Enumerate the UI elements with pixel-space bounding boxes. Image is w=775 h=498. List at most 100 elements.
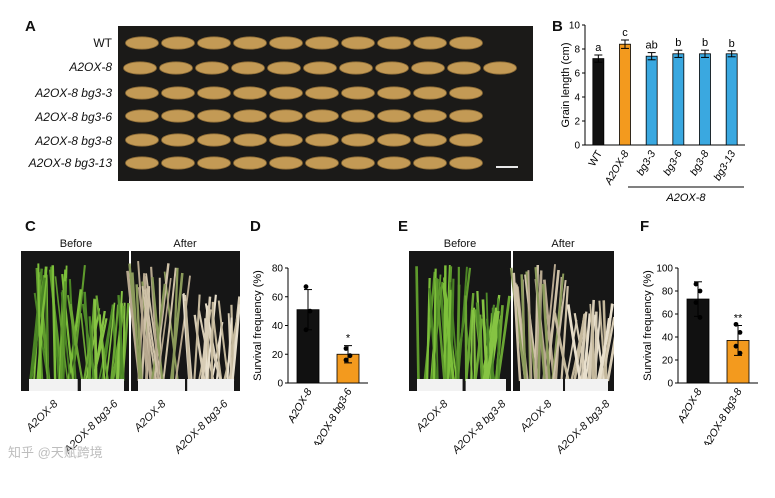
row-label-wt: WT: [93, 36, 112, 50]
data-point: [698, 289, 703, 294]
grain: [270, 157, 303, 169]
data-point: [348, 353, 353, 358]
panel-e-x-labels: A2OX-8 A2OX-8 bg3-8 A2OX-8 A2OX-8 bg3-8: [0, 0, 1, 1]
grain: [378, 110, 411, 122]
data-point: [344, 358, 349, 363]
grain: [448, 62, 481, 74]
significance-label: b: [702, 37, 708, 49]
grain: [376, 62, 409, 74]
grain: [270, 110, 303, 122]
panel-c-before-label: Before: [22, 238, 130, 250]
pot-base: [81, 379, 124, 391]
grain: [234, 157, 267, 169]
grain: [270, 37, 303, 49]
grain: [378, 37, 411, 49]
panel-c-after-label: After: [131, 238, 239, 250]
grain: [342, 157, 375, 169]
panel-e-xlabel-4: A2OX-8 bg3-8: [512, 398, 612, 498]
bar: [620, 44, 631, 145]
y-tick-label: 4: [574, 93, 580, 104]
significance-label: **: [734, 313, 743, 325]
y-tick-label: 80: [662, 287, 674, 298]
y-tick-label: 0: [667, 379, 673, 390]
grain: [162, 37, 195, 49]
grain: [378, 134, 411, 146]
grain: [342, 134, 375, 146]
watermark: 知乎 @天赋跨境: [8, 442, 103, 461]
grain: [126, 134, 159, 146]
y-tick-label: 80: [272, 264, 284, 275]
y-axis-label: Survival frequency (%): [642, 270, 654, 381]
grain: [306, 134, 339, 146]
grain: [340, 62, 373, 74]
data-point: [308, 309, 313, 314]
grain: [234, 37, 267, 49]
panel-c-plant-photo: [21, 251, 240, 391]
grain: [306, 110, 339, 122]
grain: [270, 87, 303, 99]
data-point: [694, 300, 699, 305]
grain: [198, 110, 231, 122]
grain: [342, 37, 375, 49]
y-tick-label: 60: [272, 292, 284, 303]
x-tick-label: bg3-6: [661, 148, 685, 177]
green-leaf: [95, 299, 96, 381]
pot-base: [417, 379, 463, 391]
row-label-bg3-13: A2OX-8 bg3-13: [29, 156, 112, 170]
data-point: [344, 346, 349, 351]
grain: [198, 157, 231, 169]
x-tick-label: A2OX-8: [675, 386, 705, 425]
y-tick-label: 40: [662, 333, 674, 344]
grain: [232, 62, 265, 74]
grain: [414, 87, 447, 99]
grain: [304, 62, 337, 74]
bar: [593, 59, 604, 145]
grain: [412, 62, 445, 74]
bar: [700, 54, 711, 145]
grain: [342, 110, 375, 122]
grain: [162, 134, 195, 146]
data-point: [738, 351, 743, 356]
panel-a-row-labels: WT A2OX-8 A2OX-8 bg3-3 A2OX-8 bg3-6 A2OX…: [0, 0, 112, 200]
grain: [306, 37, 339, 49]
data-point: [304, 327, 309, 332]
pot-base: [520, 379, 563, 391]
grain: [234, 134, 267, 146]
x-tick-label: A2OX-8: [285, 386, 315, 425]
grain: [268, 62, 301, 74]
grain: [306, 157, 339, 169]
y-tick-label: 20: [662, 356, 674, 367]
group-label: A2OX-8: [665, 192, 706, 204]
grain: [378, 87, 411, 99]
panel-e-xlabel-2: A2OX-8 bg3-8: [408, 398, 508, 498]
dry-leaf: [212, 302, 213, 381]
bar: [673, 54, 684, 145]
grain: [126, 110, 159, 122]
grain: [450, 157, 483, 169]
y-axis-label: Survival frequency (%): [252, 270, 264, 381]
data-point: [304, 284, 309, 289]
x-tick-label: A2OX-8 bg3-6: [310, 386, 355, 445]
x-tick-label: A2OX-8 bg3-8: [700, 386, 745, 445]
grain: [162, 157, 195, 169]
data-point: [698, 315, 703, 320]
green-leaf: [498, 298, 499, 381]
pot-base: [29, 379, 78, 391]
significance-label: b: [675, 37, 681, 49]
y-tick-label: 8: [574, 45, 580, 56]
grain: [414, 134, 447, 146]
green-leaf: [474, 308, 475, 381]
panel-e-xlabel-1: A2OX-8: [385, 398, 450, 463]
significance-label: a: [595, 42, 602, 54]
y-tick-label: 2: [574, 117, 580, 128]
grain: [198, 134, 231, 146]
grain: [450, 134, 483, 146]
grain: [450, 37, 483, 49]
grain: [450, 110, 483, 122]
significance-label: ab: [646, 40, 658, 52]
panel-e-after-label: After: [513, 238, 613, 250]
y-tick-label: 10: [569, 21, 581, 32]
significance-label: c: [622, 27, 628, 39]
